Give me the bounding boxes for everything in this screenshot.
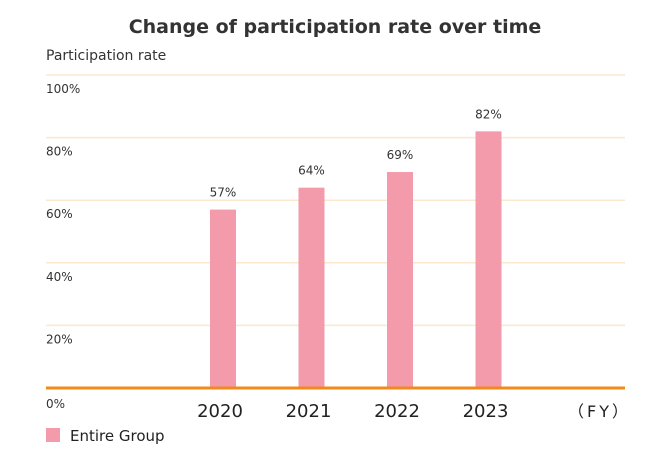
chart-title: Change of participation rate over time <box>129 16 542 38</box>
legend-swatch <box>46 428 60 442</box>
y-tick-label: 40% <box>46 270 73 284</box>
data-label: 64% <box>298 164 325 178</box>
y-tick-label: 100% <box>46 82 80 96</box>
x-tick-labels: 2020 2021 2022 2023 <box>197 401 508 422</box>
x-tick-label: 2023 <box>463 401 509 422</box>
x-tick-label: 2022 <box>374 401 420 422</box>
data-label: 82% <box>475 107 502 121</box>
data-labels: 57% 64% 69% 82% <box>210 107 502 199</box>
y-tick-label: 0% <box>46 397 65 411</box>
y-tick-labels: 0% 20% 40% 60% 80% 100% <box>46 82 80 411</box>
data-label: 57% <box>210 186 237 200</box>
y-axis-label: Participation rate <box>46 48 166 64</box>
y-tick-label: 20% <box>46 332 73 346</box>
bars <box>210 131 502 388</box>
bar-2020 <box>210 209 236 388</box>
x-axis-unit: （FY） <box>568 402 631 421</box>
bar-2023 <box>475 131 502 388</box>
y-tick-label: 80% <box>46 145 73 159</box>
data-label: 69% <box>387 148 414 162</box>
bar-2022 <box>387 172 413 388</box>
x-tick-label: 2021 <box>286 401 332 422</box>
legend: Entire Group <box>46 427 165 445</box>
bar-2021 <box>298 187 325 388</box>
x-tick-label: 2020 <box>197 401 243 422</box>
legend-label: Entire Group <box>70 427 165 445</box>
gridlines <box>46 74 625 327</box>
y-tick-label: 60% <box>46 207 73 221</box>
